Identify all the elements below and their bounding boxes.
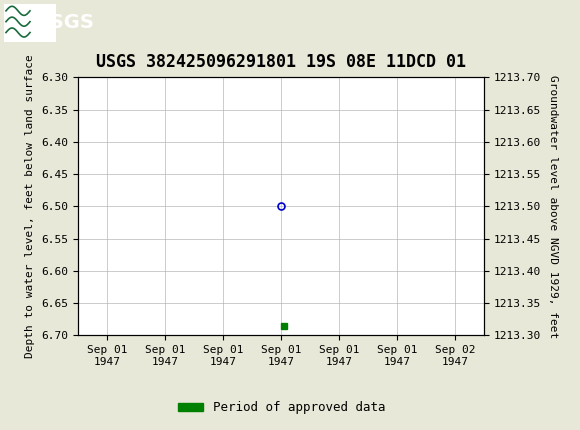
Text: USGS 382425096291801 19S 08E 11DCD 01: USGS 382425096291801 19S 08E 11DCD 01 [96, 53, 466, 71]
Y-axis label: Depth to water level, feet below land surface: Depth to water level, feet below land su… [24, 55, 35, 358]
Bar [4, 3, 56, 42]
Legend: Period of approved data: Period of approved data [173, 396, 390, 419]
Y-axis label: Groundwater level above NGVD 1929, feet: Groundwater level above NGVD 1929, feet [548, 75, 558, 338]
Text: USGS: USGS [34, 13, 94, 32]
